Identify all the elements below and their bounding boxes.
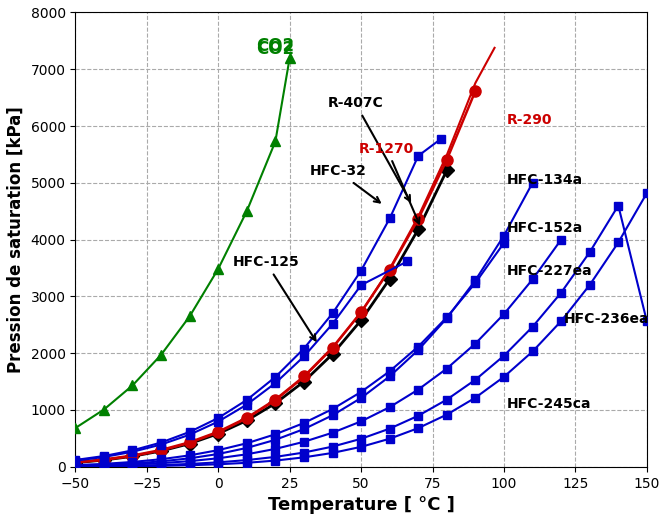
Text: HFC-152a: HFC-152a	[507, 221, 583, 235]
Text: HFC-32: HFC-32	[309, 165, 380, 203]
Text: HFC-134a: HFC-134a	[507, 173, 583, 187]
Text: HFC-227ea: HFC-227ea	[507, 264, 592, 278]
Y-axis label: Pression de saturation [kPa]: Pression de saturation [kPa]	[7, 106, 25, 373]
Text: R-407C: R-407C	[327, 96, 410, 201]
Text: HFC-125: HFC-125	[233, 255, 315, 340]
Text: CO2: CO2	[256, 40, 294, 58]
X-axis label: Temperature [ °C ]: Temperature [ °C ]	[267, 496, 454, 514]
Text: HFC-236ea: HFC-236ea	[564, 312, 650, 326]
Text: CO2: CO2	[256, 37, 294, 55]
Text: R-290: R-290	[507, 114, 552, 127]
Text: HFC-245ca: HFC-245ca	[507, 398, 592, 411]
Text: R-1270: R-1270	[360, 142, 420, 224]
